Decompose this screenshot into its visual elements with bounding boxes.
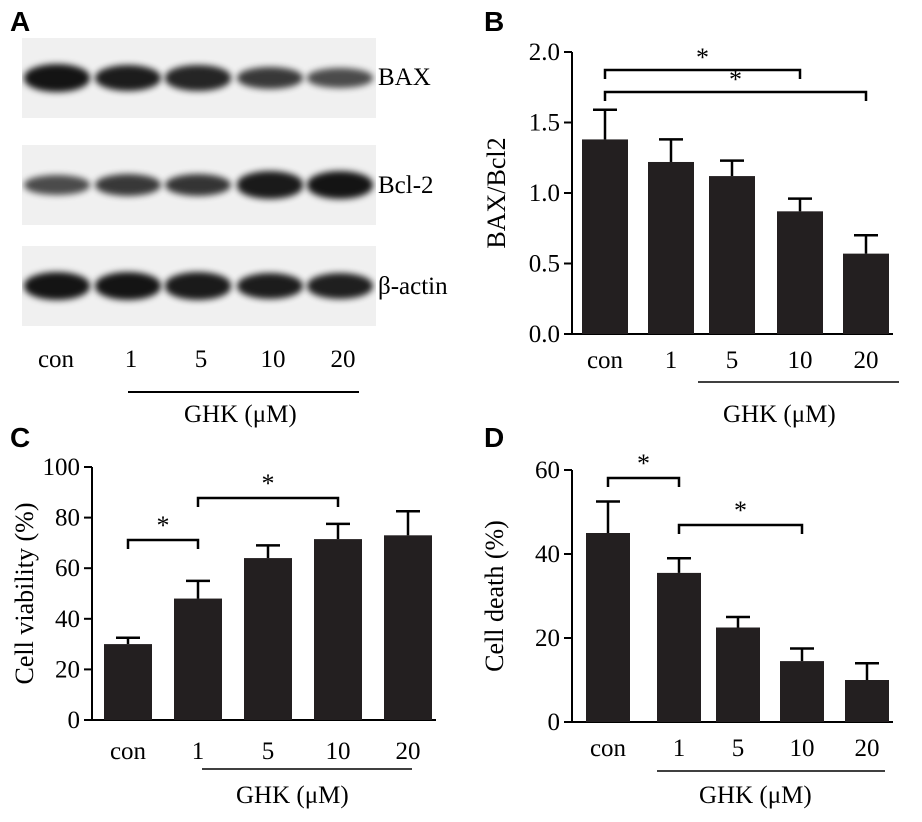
x-tick-label: 10 [790, 735, 815, 762]
significance-bracket [606, 476, 681, 487]
significance-star: * [157, 511, 170, 540]
blot-strip-bax [22, 38, 376, 118]
blot-label-bax: BAX [378, 64, 431, 91]
chart-d: 0 20 40 60 Cell death (%) con 1 5 10 20 GHK (μM) * * [480, 449, 893, 809]
significance-bracket [603, 90, 868, 101]
bar [104, 644, 152, 720]
x-tick-label: 1 [665, 347, 678, 374]
x-tick-label: 1 [192, 738, 205, 765]
bar [648, 161, 694, 334]
x-tick-label: 5 [262, 738, 275, 765]
panel-label-c: C [10, 422, 31, 453]
y-tick-label: 60 [535, 457, 560, 484]
y-axis-label: BAX/Bcl2 [482, 137, 511, 248]
blot-band [24, 64, 90, 92]
significance-bracket [677, 523, 804, 534]
blot-band [237, 66, 303, 90]
treatment-label-a: GHK (μM) [184, 401, 297, 428]
treatment-label: GHK (μM) [699, 782, 812, 809]
blot-band [24, 272, 90, 300]
x-tick-label: 10 [788, 347, 813, 374]
blot-band [95, 272, 161, 300]
x-tick-label: 20 [855, 735, 880, 762]
bar [314, 539, 362, 720]
x-tick-label: 5 [732, 735, 745, 762]
bar [709, 176, 755, 334]
panel-label-b: B [484, 6, 505, 37]
x-tick-label: 5 [726, 347, 739, 374]
blot-band [307, 171, 373, 199]
y-tick-label: 60 [55, 555, 80, 582]
chart-b: 0.0 0.5 1.0 1.5 2.0 BAX/Bcl2 con 1 5 10 20 GHK (μM)… [482, 39, 899, 428]
blot-strip-actin [22, 246, 376, 326]
blot-strip-bcl2 [22, 145, 376, 225]
treatment-label: GHK (μM) [723, 401, 836, 428]
y-axis-label: Cell death (%) [480, 520, 509, 672]
bar [845, 680, 889, 722]
panel-label-a: A [10, 6, 31, 37]
lane-label-20: 20 [330, 346, 356, 373]
x-tick-label: 20 [854, 347, 879, 374]
y-tick-label: 0.0 [529, 321, 560, 348]
y-tick-label: 1.5 [529, 110, 560, 137]
y-tick-label: 2.0 [529, 39, 560, 66]
lane-label-5: 5 [194, 346, 208, 373]
bar [244, 558, 292, 720]
blot-band [95, 64, 161, 92]
blot-band [307, 68, 373, 88]
y-tick-label: 20 [55, 656, 80, 683]
x-tick-label: con [587, 347, 624, 374]
bar [657, 572, 701, 722]
bar [586, 533, 630, 722]
bar [780, 661, 824, 722]
blot-band [165, 65, 231, 91]
x-tick-label: con [110, 738, 147, 765]
blot-band [307, 272, 373, 300]
treatment-bar-a [128, 391, 359, 393]
significance-star: * [729, 65, 742, 94]
significance-star: * [734, 496, 747, 525]
x-tick-label: 10 [326, 738, 351, 765]
significance-star: * [262, 469, 275, 498]
treatment-label: GHK (μM) [236, 782, 349, 809]
panel-label-d: D [484, 422, 505, 453]
significance-bracket [196, 496, 340, 507]
x-tick-label: con [590, 735, 627, 762]
blot-band [24, 175, 90, 195]
lane-label-10: 10 [260, 346, 286, 373]
bar [716, 627, 760, 722]
y-tick-label: 20 [535, 625, 560, 652]
bar [582, 139, 628, 334]
blot-band [165, 272, 231, 300]
y-tick-label: 100 [43, 454, 81, 481]
lane-label-con: con [37, 346, 75, 373]
y-tick-label: 0 [548, 709, 561, 736]
y-tick-label: 40 [535, 541, 560, 568]
bar [384, 535, 432, 720]
blot-band [237, 272, 303, 300]
y-axis-label: Cell viability (%) [10, 503, 39, 685]
blot-band [95, 173, 161, 197]
significance-bracket [603, 68, 802, 79]
significance-star: * [637, 449, 650, 478]
y-tick-label: 1.0 [529, 180, 560, 207]
x-tick-label: 1 [673, 735, 686, 762]
lane-label-1: 1 [124, 346, 138, 373]
y-tick-label: 0 [68, 707, 81, 734]
y-tick-label: 0.5 [529, 251, 560, 278]
y-tick-label: 40 [55, 606, 80, 633]
bar [777, 211, 823, 334]
y-tick-label: 80 [55, 505, 80, 532]
blot-band [165, 173, 231, 197]
significance-star: * [696, 43, 709, 72]
x-tick-label: 20 [396, 738, 421, 765]
bar [843, 253, 889, 334]
blot-label-actin: β-actin [378, 273, 448, 300]
bar [174, 598, 222, 720]
significance-bracket [126, 538, 200, 549]
blot-band [237, 171, 303, 199]
blot-label-bcl2: Bcl-2 [378, 172, 434, 199]
